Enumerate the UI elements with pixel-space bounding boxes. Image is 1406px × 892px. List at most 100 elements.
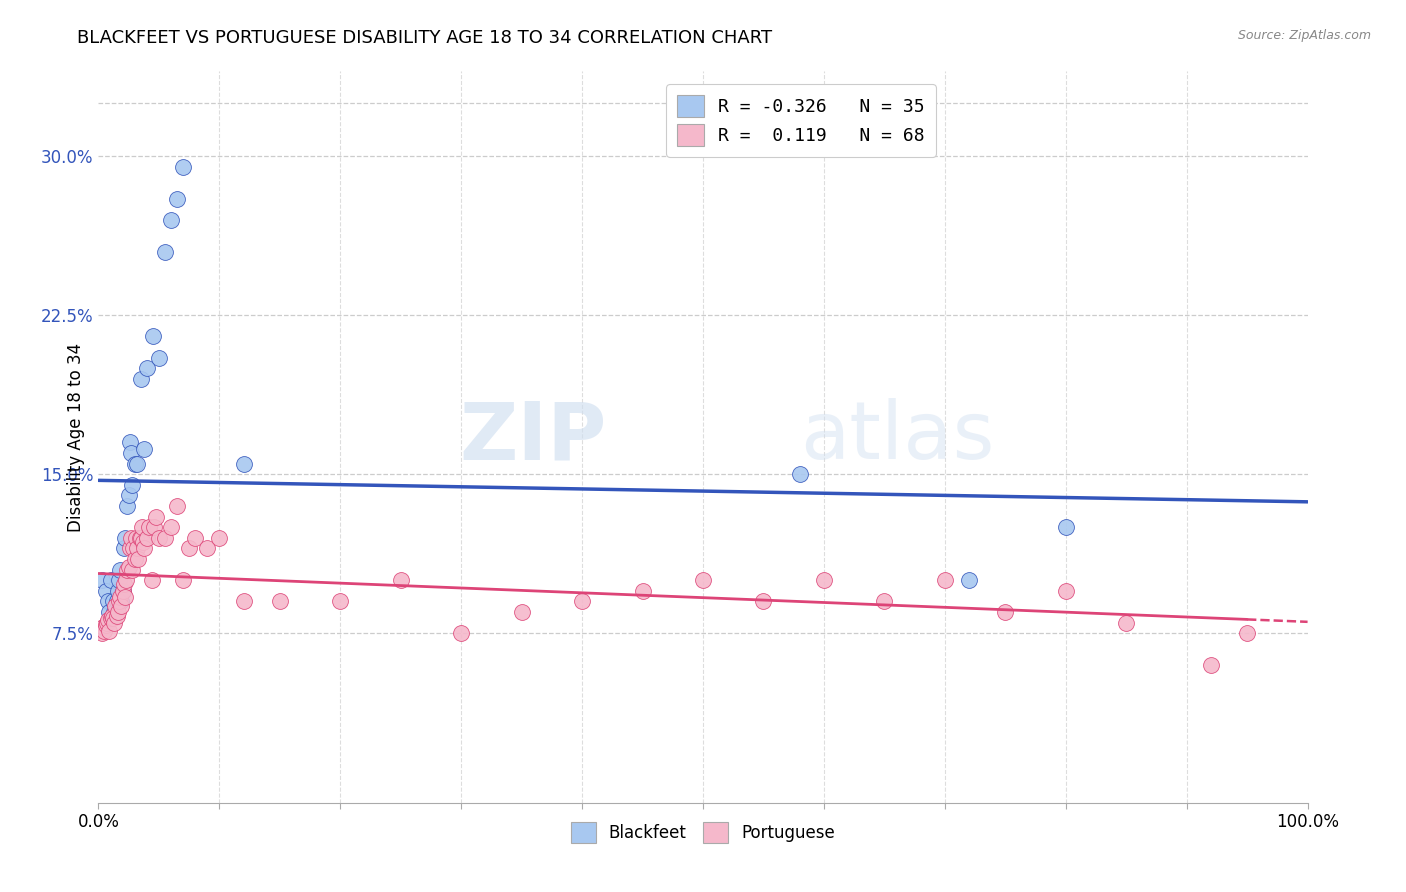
Point <box>91 626 114 640</box>
Point <box>153 244 176 259</box>
Point <box>96 615 118 630</box>
Point <box>232 594 254 608</box>
Point <box>120 531 142 545</box>
Legend: Blackfeet, Portuguese: Blackfeet, Portuguese <box>564 815 842 849</box>
Point <box>122 541 145 556</box>
Point <box>166 192 188 206</box>
Point <box>110 594 132 608</box>
Point <box>172 160 194 174</box>
Point <box>160 520 183 534</box>
Point <box>125 531 148 545</box>
Point <box>91 573 114 587</box>
Point <box>114 531 136 545</box>
Point <box>389 573 412 587</box>
Point <box>103 615 125 630</box>
Point <box>510 605 533 619</box>
Point <box>873 594 896 608</box>
Point <box>1115 615 1137 630</box>
Point <box>957 573 980 587</box>
Point <box>98 624 121 638</box>
Point <box>127 552 149 566</box>
Point <box>127 541 149 556</box>
Point <box>97 594 120 608</box>
Point <box>117 499 139 513</box>
Point <box>108 594 131 608</box>
Point <box>105 594 128 608</box>
Point <box>172 573 194 587</box>
Y-axis label: Disability Age 18 to 34: Disability Age 18 to 34 <box>66 343 84 532</box>
Point <box>100 573 122 587</box>
Point <box>752 594 775 608</box>
Point <box>114 590 136 604</box>
Point <box>100 611 122 625</box>
Point <box>111 583 134 598</box>
Point <box>145 509 167 524</box>
Point <box>127 457 149 471</box>
Point <box>142 329 165 343</box>
Point <box>108 563 131 577</box>
Text: ZIP: ZIP <box>458 398 606 476</box>
Point <box>1054 583 1077 598</box>
Text: Source: ZipAtlas.com: Source: ZipAtlas.com <box>1237 29 1371 42</box>
Point <box>184 531 207 545</box>
Point <box>107 583 129 598</box>
Point <box>1199 658 1222 673</box>
Point <box>118 560 141 574</box>
Text: BLACKFEET VS PORTUGUESE DISABILITY AGE 18 TO 34 CORRELATION CHART: BLACKFEET VS PORTUGUESE DISABILITY AGE 1… <box>77 29 772 46</box>
Point <box>166 499 188 513</box>
Point <box>131 520 153 534</box>
Point <box>148 351 170 365</box>
Point <box>134 442 156 456</box>
Point <box>124 552 146 566</box>
Point <box>118 435 141 450</box>
Text: atlas: atlas <box>800 398 994 476</box>
Point <box>450 626 472 640</box>
Point <box>132 535 155 549</box>
Point <box>269 594 291 608</box>
Point <box>98 605 121 619</box>
Point <box>134 541 156 556</box>
Point <box>141 573 163 587</box>
Point <box>195 541 218 556</box>
Point <box>121 477 143 491</box>
Point <box>118 541 141 556</box>
Point <box>100 609 122 624</box>
Point <box>91 620 114 634</box>
Point <box>143 520 166 534</box>
Point <box>94 617 117 632</box>
Point <box>93 624 115 638</box>
Point <box>105 609 128 624</box>
Point <box>108 590 131 604</box>
Point <box>94 583 117 598</box>
Point <box>994 605 1017 619</box>
Point <box>138 520 160 534</box>
Point <box>97 614 120 628</box>
Point <box>117 563 139 577</box>
Point <box>124 457 146 471</box>
Point <box>1054 520 1077 534</box>
Point <box>135 531 157 545</box>
Point <box>128 531 150 545</box>
Point <box>107 605 129 619</box>
Point <box>208 531 231 545</box>
Point <box>101 594 124 608</box>
Point <box>112 541 135 556</box>
Point <box>118 488 141 502</box>
Point <box>631 583 654 598</box>
Point <box>120 446 142 460</box>
Point <box>110 599 132 613</box>
Point <box>129 372 152 386</box>
Point <box>160 212 183 227</box>
Point <box>115 573 138 587</box>
Point <box>934 573 956 587</box>
Point <box>112 577 135 591</box>
Point <box>571 594 593 608</box>
Point <box>153 531 176 545</box>
Point <box>103 605 125 619</box>
Point <box>129 531 152 545</box>
Point <box>789 467 811 482</box>
Point <box>813 573 835 587</box>
Point <box>111 583 134 598</box>
Point <box>232 457 254 471</box>
Point <box>329 594 352 608</box>
